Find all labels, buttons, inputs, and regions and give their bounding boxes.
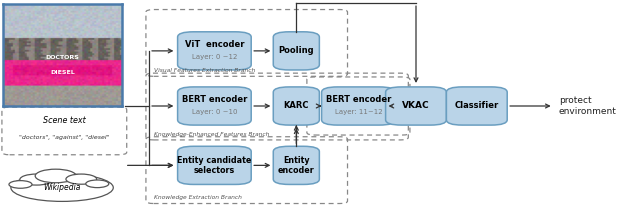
Text: "doctors", "against", "diesel": "doctors", "against", "diesel" [19,135,109,140]
Text: protect
environment: protect environment [559,96,616,116]
Text: Layer: 11~12: Layer: 11~12 [335,109,382,115]
Circle shape [35,169,76,183]
FancyBboxPatch shape [447,87,507,125]
FancyBboxPatch shape [273,87,319,125]
Text: Knowledge-Enhanced Features Branch: Knowledge-Enhanced Features Branch [154,132,269,137]
FancyBboxPatch shape [273,32,319,70]
Text: Visual Features Extraction Branch: Visual Features Extraction Branch [154,68,255,73]
Text: selectors: selectors [194,166,235,174]
FancyBboxPatch shape [322,87,396,125]
Text: Scene text: Scene text [43,116,86,125]
Text: Pooling: Pooling [278,46,314,55]
Ellipse shape [11,174,113,201]
FancyBboxPatch shape [178,32,252,70]
FancyBboxPatch shape [385,87,447,125]
FancyBboxPatch shape [273,146,319,184]
Circle shape [66,174,97,184]
Text: Classifier: Classifier [454,102,499,110]
Text: Knowledge Extraction Branch: Knowledge Extraction Branch [154,195,241,200]
Circle shape [20,174,53,185]
FancyBboxPatch shape [178,87,252,125]
Text: KARC: KARC [284,102,309,110]
Text: Entity candidate: Entity candidate [177,156,252,165]
Text: ViT  encoder: ViT encoder [185,40,244,49]
Text: Layer: 0 ~12: Layer: 0 ~12 [192,54,237,60]
Circle shape [9,181,32,188]
Text: encoder: encoder [278,166,315,174]
FancyBboxPatch shape [2,107,127,155]
Circle shape [86,180,109,188]
Text: Entity: Entity [283,156,310,165]
Text: Wikipedia: Wikipedia [44,183,81,192]
Text: VKAC: VKAC [402,102,430,110]
Text: BERT encoder: BERT encoder [182,95,247,104]
Text: Layer: 0 ~10: Layer: 0 ~10 [191,109,237,115]
FancyBboxPatch shape [178,146,252,184]
Text: BERT encoder: BERT encoder [326,95,391,104]
